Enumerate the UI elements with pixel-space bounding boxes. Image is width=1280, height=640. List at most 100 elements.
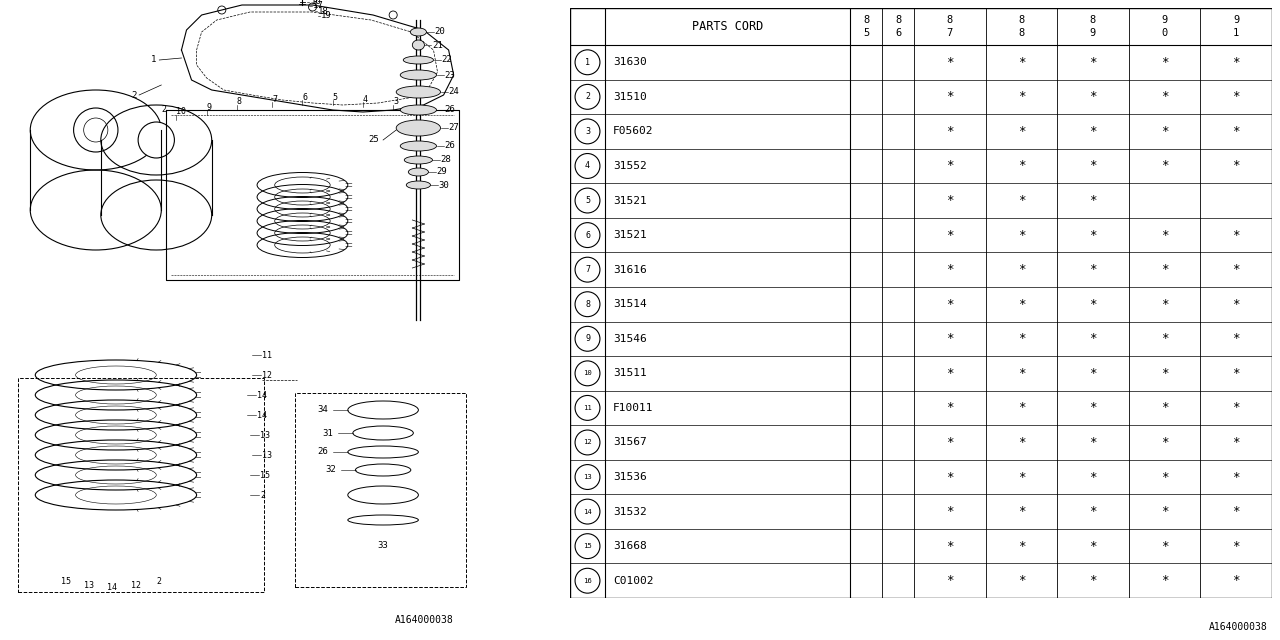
Ellipse shape (401, 70, 436, 80)
Text: 26: 26 (444, 106, 456, 115)
Ellipse shape (406, 181, 430, 189)
Text: *: * (1018, 159, 1025, 172)
Text: *: * (1089, 298, 1097, 310)
Text: 9: 9 (1089, 28, 1096, 38)
Circle shape (73, 108, 118, 152)
Text: 1: 1 (1233, 28, 1239, 38)
Text: 31567: 31567 (613, 438, 646, 447)
Text: F10011: F10011 (613, 403, 654, 413)
Text: *: * (1089, 470, 1097, 484)
Text: 34: 34 (317, 406, 328, 415)
Text: 31514: 31514 (613, 300, 646, 309)
Text: *: * (1161, 263, 1169, 276)
Ellipse shape (408, 168, 429, 176)
Text: 4: 4 (364, 95, 367, 104)
Text: *: * (946, 505, 954, 518)
Text: 14: 14 (108, 582, 116, 591)
Text: 11: 11 (262, 351, 273, 360)
Text: 12: 12 (262, 371, 273, 380)
Text: 0: 0 (1161, 28, 1167, 38)
Text: 2: 2 (585, 92, 590, 101)
Text: 3: 3 (393, 97, 398, 106)
Text: *: * (1018, 505, 1025, 518)
Text: *: * (1233, 298, 1240, 310)
Text: *: * (1233, 436, 1240, 449)
Text: 11: 11 (584, 405, 591, 411)
Text: 9: 9 (1161, 15, 1167, 25)
Text: *: * (1161, 228, 1169, 241)
Text: 31668: 31668 (613, 541, 646, 551)
Text: *: * (946, 574, 954, 588)
Text: 31536: 31536 (613, 472, 646, 482)
Text: 9: 9 (206, 102, 211, 111)
Text: 3: 3 (585, 127, 590, 136)
Text: *: * (1018, 125, 1025, 138)
Text: 8: 8 (1089, 15, 1096, 25)
Text: 12: 12 (131, 580, 141, 589)
Text: 30: 30 (439, 180, 449, 189)
Text: A164000038: A164000038 (1208, 622, 1267, 632)
Text: *: * (1233, 159, 1240, 172)
Text: *: * (1018, 298, 1025, 310)
Ellipse shape (403, 56, 434, 64)
Text: 5: 5 (863, 28, 869, 38)
Text: *: * (1233, 367, 1240, 380)
Text: *: * (946, 194, 954, 207)
Text: *: * (1018, 228, 1025, 241)
Text: 8: 8 (585, 300, 590, 308)
Text: *: * (1233, 56, 1240, 68)
Text: *: * (1018, 470, 1025, 484)
Text: 7: 7 (585, 265, 590, 274)
Text: 31521: 31521 (613, 196, 646, 205)
Text: 31532: 31532 (613, 507, 646, 516)
Text: *: * (1089, 159, 1097, 172)
Text: *: * (1161, 401, 1169, 415)
Text: *: * (1089, 125, 1097, 138)
Text: 31511: 31511 (613, 369, 646, 378)
Text: *: * (1161, 332, 1169, 346)
Text: *: * (946, 263, 954, 276)
Text: *: * (1161, 367, 1169, 380)
Text: A164000038: A164000038 (396, 615, 453, 625)
Text: 13: 13 (262, 451, 273, 460)
Text: 8: 8 (1019, 15, 1024, 25)
Text: *: * (1233, 574, 1240, 588)
Text: 10: 10 (584, 371, 591, 376)
Text: *: * (1089, 56, 1097, 68)
Ellipse shape (411, 28, 426, 36)
Text: *: * (1089, 228, 1097, 241)
Text: 26: 26 (444, 141, 456, 150)
Text: 25: 25 (367, 136, 379, 145)
Ellipse shape (397, 120, 440, 136)
Text: *: * (1161, 540, 1169, 553)
Text: 28: 28 (440, 156, 452, 164)
Text: *: * (1233, 263, 1240, 276)
Text: *: * (1018, 574, 1025, 588)
Text: PARTS CORD: PARTS CORD (692, 20, 763, 33)
Text: 29: 29 (436, 168, 447, 177)
Text: 15: 15 (260, 470, 270, 479)
Text: 31616: 31616 (613, 265, 646, 275)
Text: *: * (1018, 401, 1025, 415)
Text: *: * (1018, 263, 1025, 276)
Ellipse shape (401, 141, 436, 151)
Text: *: * (1089, 332, 1097, 346)
Text: 14: 14 (257, 390, 268, 399)
Text: *: * (1089, 540, 1097, 553)
Text: *: * (946, 56, 954, 68)
Text: *: * (1161, 470, 1169, 484)
Text: *: * (946, 401, 954, 415)
Text: 4: 4 (585, 161, 590, 170)
Text: *: * (1089, 401, 1097, 415)
Ellipse shape (397, 86, 440, 98)
Text: 2: 2 (260, 490, 265, 499)
Text: 16: 16 (584, 578, 591, 584)
Text: *: * (1233, 228, 1240, 241)
Text: 31546: 31546 (613, 334, 646, 344)
Text: 22: 22 (442, 56, 452, 65)
Text: 8: 8 (947, 15, 952, 25)
Text: 1: 1 (151, 56, 156, 65)
Text: 16: 16 (311, 0, 321, 6)
Text: 31630: 31630 (613, 58, 646, 67)
Text: 21: 21 (433, 40, 443, 49)
